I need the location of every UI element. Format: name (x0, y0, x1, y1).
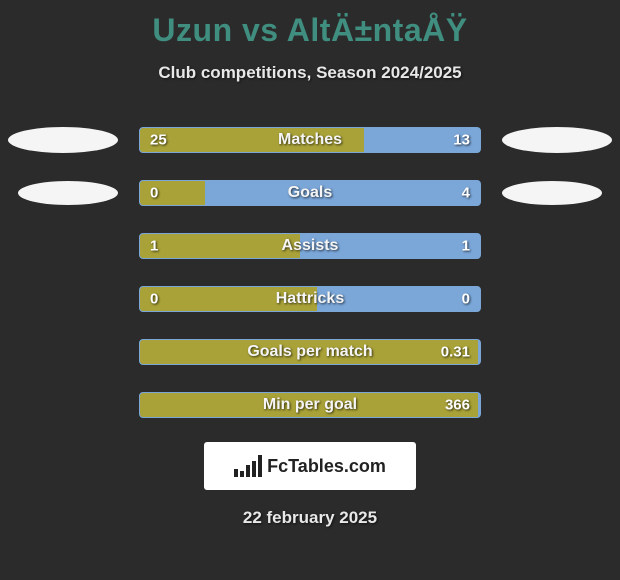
stat-label: Goals per match (247, 343, 372, 361)
stat-value-right: 13 (453, 132, 470, 149)
stat-bar-track: 366 Min per goal (139, 392, 481, 418)
stat-value-right: 0 (462, 291, 470, 308)
stats-chart: 25 13 Matches 0 4 Goals 1 1 Assists 0 0 Hattricks 0.… (0, 127, 620, 418)
stat-value-right: 366 (445, 397, 470, 414)
stat-row: 0 4 Goals (0, 180, 620, 206)
player-marker-left (8, 127, 118, 153)
stat-value-left: 25 (150, 132, 167, 149)
player-marker-right (502, 181, 602, 205)
logo-bar (234, 469, 238, 477)
stat-bar-track: 25 13 Matches (139, 127, 481, 153)
stat-label: Goals (288, 184, 332, 202)
stat-label: Matches (278, 131, 342, 149)
stat-bar-fill (140, 234, 300, 258)
stat-bar-track: 0 0 Hattricks (139, 286, 481, 312)
stat-value-right: 4 (462, 185, 470, 202)
stat-label: Min per goal (263, 396, 357, 414)
stat-value-right: 0.31 (441, 344, 470, 361)
stat-label: Assists (282, 237, 339, 255)
page-subtitle: Club competitions, Season 2024/2025 (158, 63, 461, 83)
stat-row: 1 1 Assists (0, 233, 620, 259)
stat-label: Hattricks (276, 290, 344, 308)
logo-bars-icon (234, 455, 262, 477)
page-title: Uzun vs AltÄ±ntaÅŸ (152, 12, 467, 49)
stat-bar-track: 0.31 Goals per match (139, 339, 481, 365)
stat-value-left: 0 (150, 291, 158, 308)
date-text: 22 february 2025 (243, 508, 377, 528)
logo-bar (252, 461, 256, 477)
logo-text: FcTables.com (267, 456, 386, 477)
stat-row: 0.31 Goals per match (0, 339, 620, 365)
comparison-infographic: Uzun vs AltÄ±ntaÅŸ Club competitions, Se… (0, 0, 620, 528)
stat-bar-track: 0 4 Goals (139, 180, 481, 206)
logo-bar (258, 455, 262, 477)
stat-value-right: 1 (462, 238, 470, 255)
stat-bar-track: 1 1 Assists (139, 233, 481, 259)
stat-row: 366 Min per goal (0, 392, 620, 418)
logo-bar (240, 471, 244, 477)
player-marker-right (502, 127, 612, 153)
logo-bar (246, 465, 250, 477)
stat-row: 25 13 Matches (0, 127, 620, 153)
stat-value-left: 1 (150, 238, 158, 255)
stat-value-left: 0 (150, 185, 158, 202)
player-marker-left (18, 181, 118, 205)
logo-box: FcTables.com (204, 442, 416, 490)
stat-row: 0 0 Hattricks (0, 286, 620, 312)
